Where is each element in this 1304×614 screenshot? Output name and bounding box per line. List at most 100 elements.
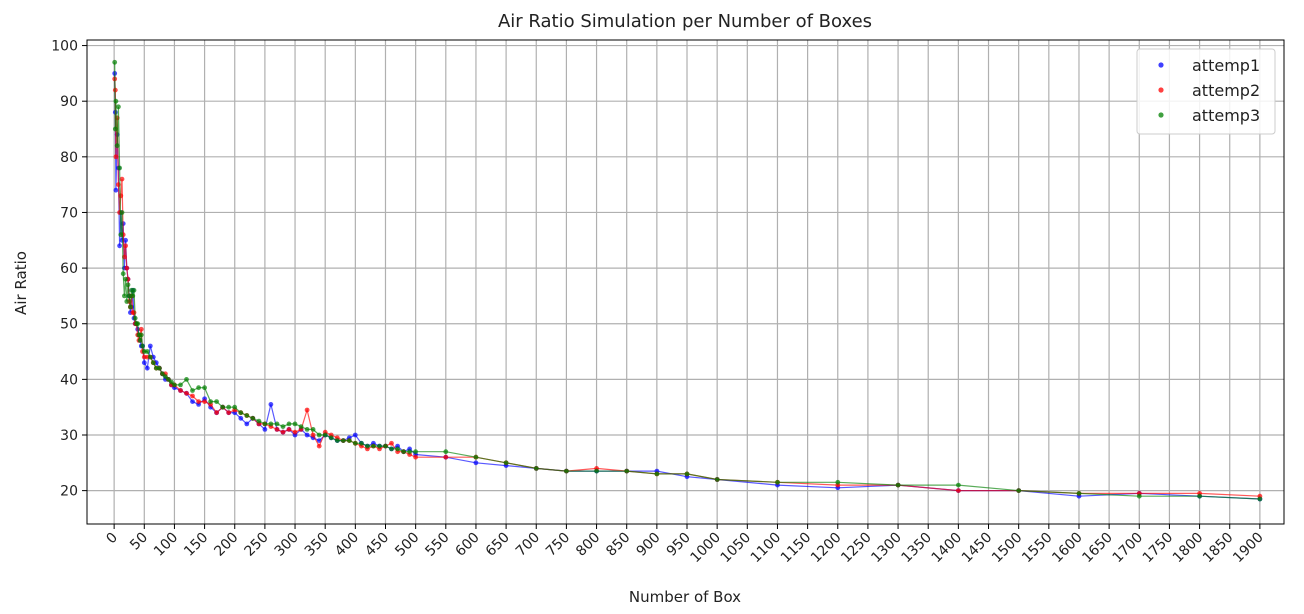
data-point (113, 98, 119, 104)
data-point (178, 388, 183, 393)
data-point (220, 404, 226, 410)
data-point (250, 415, 256, 421)
data-point (377, 443, 382, 449)
data-point (280, 424, 286, 429)
data-point (310, 432, 316, 438)
data-point (184, 377, 189, 382)
data-point (443, 449, 449, 455)
data-point (123, 243, 128, 249)
data-point (226, 410, 232, 416)
data-point (190, 388, 195, 393)
x-tick-label: 1500 (989, 530, 1026, 567)
data-point (316, 432, 322, 438)
y-tick-label: 20 (60, 484, 78, 500)
data-point (274, 427, 280, 432)
data-point (113, 154, 119, 160)
legend-label-attemp2: attemp2 (1192, 81, 1260, 100)
x-tick-label: 900 (633, 530, 663, 560)
data-point (119, 176, 125, 182)
x-tick-label: 1700 (1110, 530, 1147, 567)
x-tick-label: 1550 (1019, 530, 1056, 567)
y-axis-label: Air Ratio (12, 251, 30, 315)
data-point (304, 432, 310, 438)
data-point (334, 438, 340, 443)
data-point (140, 343, 145, 349)
x-tick-label: 1400 (929, 530, 966, 567)
plot-area-frame (86, 39, 1285, 525)
data-point (503, 460, 509, 466)
data-point (298, 424, 304, 429)
data-point (132, 315, 138, 321)
x-tick-label: 800 (573, 530, 603, 560)
data-point (137, 338, 143, 343)
data-point (172, 382, 177, 388)
data-point (956, 488, 961, 493)
data-point (383, 443, 388, 449)
data-point (533, 466, 539, 471)
data-point (292, 429, 298, 435)
data-point (714, 477, 720, 482)
data-point (138, 326, 144, 332)
data-point (112, 59, 118, 65)
data-point (473, 460, 479, 466)
data-point (190, 393, 195, 399)
data-point (130, 293, 136, 299)
data-point (395, 446, 400, 452)
data-point (274, 421, 280, 427)
grid (87, 40, 1284, 524)
y-tick-label: 90 (60, 94, 78, 110)
legend-label-attemp3: attemp3 (1192, 106, 1260, 125)
data-point (118, 193, 124, 199)
data-point (389, 446, 394, 452)
data-point (202, 385, 208, 391)
data-point (365, 443, 370, 449)
data-point (835, 479, 841, 485)
data-point (208, 399, 214, 404)
x-tick-label: 1300 (868, 530, 905, 567)
data-point (138, 332, 144, 338)
data-point (286, 427, 292, 432)
data-point (473, 454, 479, 460)
data-point (226, 404, 232, 410)
y-tick-label: 40 (60, 372, 78, 388)
data-point (895, 482, 901, 488)
data-point (144, 349, 150, 354)
data-point (116, 104, 121, 110)
data-point (268, 421, 274, 427)
x-tick-label: 100 (151, 530, 181, 560)
data-point (244, 413, 250, 418)
y-tick-label: 70 (60, 205, 78, 221)
x-tick-label: 400 (332, 530, 362, 560)
x-tick-label: 1200 (808, 530, 845, 567)
legend: attemp1 attemp2 attemp3 (1136, 48, 1276, 135)
data-point (196, 385, 202, 391)
x-tick-label: 450 (362, 530, 392, 560)
data-point (117, 243, 122, 249)
x-tick-label: 600 (453, 530, 483, 560)
data-point (131, 287, 137, 293)
data-point (202, 399, 208, 404)
tick-labels: 0 50 100 150 200 250 300 350 400 450 500 550 600 650 7… (51, 39, 1266, 566)
data-point (232, 404, 238, 410)
x-tick-label: 0 (103, 530, 121, 548)
data-point (144, 365, 150, 371)
data-point (150, 360, 156, 366)
data-point (280, 429, 286, 435)
data-point (1197, 493, 1202, 499)
data-point (196, 399, 202, 404)
data-point (775, 479, 780, 485)
data-point (214, 410, 220, 416)
x-tick-label: 200 (211, 530, 241, 560)
x-tick-label: 1450 (959, 530, 996, 567)
data-point (322, 432, 328, 438)
data-point (244, 421, 250, 427)
x-tick-label: 1350 (899, 530, 936, 567)
data-point (214, 399, 220, 404)
data-point (654, 471, 660, 477)
x-tick-label: 1050 (718, 530, 755, 567)
x-tick-label: 700 (513, 530, 543, 560)
data-point (956, 482, 961, 488)
data-point (147, 343, 153, 349)
